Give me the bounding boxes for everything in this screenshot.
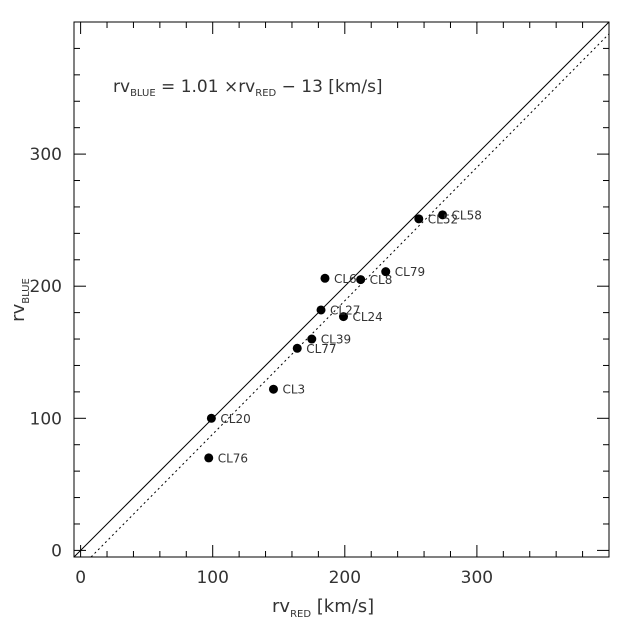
- tick-marks: [74, 21, 610, 557]
- x-tick-label: 100: [196, 568, 228, 588]
- x-tick-label: 0: [75, 568, 86, 588]
- data-point-cl8: [356, 275, 366, 285]
- y-axis-label: rvBLUE: [8, 278, 32, 322]
- y-tick-label: 100: [30, 409, 62, 429]
- one-to-one-line: [73, 21, 610, 558]
- x-tick-label: 300: [461, 568, 493, 588]
- data-point-cl27: [316, 305, 326, 315]
- data-point-cl6: [320, 273, 330, 283]
- point-label-cl77: CL77: [306, 342, 336, 356]
- data-point-cl58: [438, 210, 448, 220]
- x-tick-label: 200: [329, 568, 361, 588]
- point-label-cl39: CL39: [321, 333, 351, 347]
- point-label-cl8: CL8: [370, 273, 393, 287]
- x-axis-label-unit: [km/s]: [311, 596, 374, 617]
- y-tick-label: 300: [30, 145, 62, 165]
- data-point-cl24: [338, 312, 348, 322]
- point-label-cl3: CL3: [282, 383, 305, 397]
- tick-labels: 0 100 200 300 0 100 200 300: [30, 145, 494, 588]
- data-point-cl52: [414, 214, 424, 224]
- point-label-cl20: CL20: [220, 412, 250, 426]
- y-tick-label: 0: [51, 541, 62, 561]
- equation-lhs-sub: BLUE: [130, 88, 156, 99]
- equation-middle-sub: RED: [255, 88, 276, 99]
- equation-annotation: rvBLUE = 1.01 ×rvRED − 13 [km/s]: [113, 77, 383, 99]
- data-point-cl76: [204, 453, 214, 463]
- data-point-cl39: [307, 334, 317, 344]
- data-point-cl79: [381, 267, 391, 277]
- data-point-cl20: [206, 413, 216, 423]
- x-axis-label-main: rv: [272, 596, 290, 617]
- y-axis-label-main: rv: [8, 303, 29, 321]
- equation-rhs: − 13 [km/s]: [276, 77, 382, 97]
- data-points: [204, 210, 448, 463]
- y-tick-label: 200: [30, 277, 62, 297]
- equation-lhs: rv: [113, 77, 130, 97]
- x-axis-label-sub: RED: [290, 609, 311, 620]
- point-label-cl79: CL79: [395, 265, 425, 279]
- point-label-cl6: CL6: [334, 272, 357, 286]
- data-point-cl77: [292, 343, 302, 353]
- point-label-cl76: CL76: [218, 451, 248, 465]
- point-label-cl24: CL24: [352, 310, 382, 324]
- plot-frame: [73, 21, 610, 558]
- point-label-cl27: CL27: [330, 303, 360, 317]
- data-point-cl3: [268, 384, 278, 394]
- point-label-cl58: CL58: [452, 208, 482, 222]
- point-label-cl52: CL52: [428, 212, 458, 226]
- x-axis-label: rvRED [km/s]: [272, 596, 374, 620]
- fit-line: [90, 33, 610, 558]
- y-axis-label-sub: BLUE: [21, 278, 32, 304]
- equation-middle: = 1.01 ×rv: [156, 77, 256, 97]
